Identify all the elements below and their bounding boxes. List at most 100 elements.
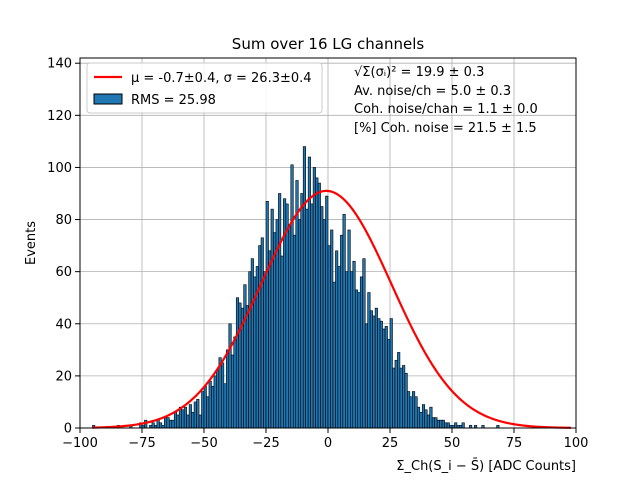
x-tick-label: 100 xyxy=(564,436,589,451)
histogram-bar xyxy=(355,290,357,428)
histogram-bar xyxy=(350,272,352,428)
legend: μ = -0.7±0.4, σ = 26.3±0.4 RMS = 25.98 xyxy=(87,63,322,113)
histogram-bar xyxy=(251,259,253,428)
histogram-bar xyxy=(385,326,387,428)
y-axis-label: Events xyxy=(24,221,39,265)
histogram-bar xyxy=(291,165,293,428)
histogram-bar xyxy=(152,423,154,428)
y-tick-label: 0 xyxy=(64,422,72,437)
x-tick-label: 25 xyxy=(382,436,399,451)
histogram-bar xyxy=(442,420,444,428)
histogram-bar xyxy=(397,352,399,428)
histogram-bar xyxy=(202,392,204,428)
histogram-bar xyxy=(380,321,382,428)
histogram-bar xyxy=(204,386,206,428)
histogram-bar xyxy=(199,415,201,428)
histogram-bar xyxy=(360,277,362,428)
histogram-bar xyxy=(422,405,424,428)
histogram-bar xyxy=(296,180,298,428)
histogram-bar xyxy=(405,373,407,428)
histogram-bar xyxy=(273,233,275,428)
histogram-bar xyxy=(229,324,231,428)
y-tick-label: 40 xyxy=(55,317,72,332)
histogram-bar xyxy=(184,407,186,428)
histogram-bar xyxy=(293,235,295,428)
histogram-bar xyxy=(313,167,315,428)
x-tick-label: 0 xyxy=(324,436,332,451)
histogram-bar xyxy=(400,368,402,428)
histogram-bar xyxy=(432,418,434,428)
histogram-bar xyxy=(348,230,350,428)
histogram-bar xyxy=(157,420,159,428)
histogram-bar xyxy=(244,285,246,428)
histogram-bar xyxy=(318,183,320,428)
histogram-bar xyxy=(194,402,196,428)
histogram-bar xyxy=(172,420,174,428)
histogram-bar xyxy=(197,399,199,428)
histogram-bar xyxy=(330,230,332,428)
annotation-avg-noise: Av. noise/ch = 5.0 ± 0.3 xyxy=(354,84,511,99)
histogram-bar xyxy=(303,147,305,428)
histogram-bar xyxy=(343,214,345,428)
histogram-bar xyxy=(206,397,208,428)
y-tick-label: 120 xyxy=(47,109,72,124)
histogram-bar xyxy=(407,392,409,428)
histogram-bar xyxy=(189,405,191,428)
histogram-bar xyxy=(266,201,268,428)
histogram-bar xyxy=(221,363,223,428)
histogram-bar xyxy=(286,204,288,428)
histogram-bar xyxy=(427,415,429,428)
chart-title: Sum over 16 LG channels xyxy=(232,35,425,53)
histogram-bar xyxy=(182,410,184,428)
histogram-bar xyxy=(281,256,283,428)
histogram-bar xyxy=(402,365,404,428)
histogram-bar xyxy=(192,412,194,428)
histogram-bar xyxy=(425,410,427,428)
histogram-bar xyxy=(437,420,439,428)
histogram-bar xyxy=(239,303,241,428)
histogram-bar xyxy=(209,381,211,428)
histogram-bar xyxy=(378,319,380,428)
histogram-bar xyxy=(395,360,397,428)
histogram-bar xyxy=(311,204,313,428)
histogram-bar xyxy=(321,207,323,428)
histogram-bar xyxy=(338,266,340,428)
histogram-bar xyxy=(390,319,392,428)
x-tick-label: −100 xyxy=(62,436,98,451)
histogram-bar xyxy=(316,178,318,428)
histogram-bar xyxy=(328,246,330,428)
histogram-bar xyxy=(301,193,303,428)
histogram-bar xyxy=(187,415,189,428)
histogram-bar xyxy=(246,306,248,428)
histogram-bar xyxy=(435,418,437,428)
histogram-bar xyxy=(365,324,367,428)
histogram-bar xyxy=(288,225,290,428)
histogram-bar xyxy=(167,418,169,428)
histogram-bar xyxy=(335,251,337,428)
histogram-bar xyxy=(412,392,414,428)
histogram-bar xyxy=(231,355,233,428)
legend-hist-label: RMS = 25.98 xyxy=(131,93,216,108)
histogram-bar xyxy=(410,397,412,428)
histogram-bar xyxy=(323,220,325,428)
x-tick-label: −75 xyxy=(128,436,155,451)
y-tick-label: 80 xyxy=(55,213,72,228)
histogram-bar xyxy=(177,415,179,428)
histogram-bar xyxy=(259,246,261,428)
x-tick-label: −50 xyxy=(190,436,217,451)
histogram-bar xyxy=(370,311,372,428)
histogram-bar xyxy=(264,272,266,428)
x-tick-label: 75 xyxy=(506,436,523,451)
histogram-bar xyxy=(420,412,422,428)
histogram-bar xyxy=(298,220,300,428)
histogram-bar xyxy=(454,423,456,428)
histogram-bar xyxy=(306,209,308,428)
histogram-bar xyxy=(249,272,251,428)
annotation-coh-noise-percent: [%] Coh. noise = 21.5 ± 1.5 xyxy=(354,121,537,136)
histogram-bar xyxy=(164,418,166,428)
histogram-bar xyxy=(430,407,432,428)
histogram-bar xyxy=(214,376,216,428)
x-tick-label: −25 xyxy=(252,436,279,451)
